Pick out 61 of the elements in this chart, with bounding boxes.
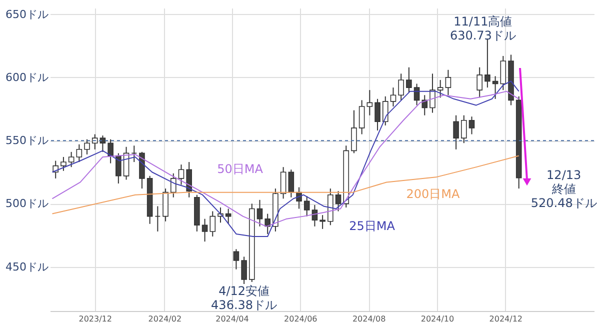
y-tick-label: 600ドル bbox=[6, 70, 48, 84]
annotation: 4/12安値 436.38ドル bbox=[211, 284, 278, 312]
x-tick-label: 2024/02 bbox=[148, 314, 182, 324]
y-tick-label: 500ドル bbox=[6, 197, 48, 210]
candlestick bbox=[241, 256, 247, 285]
candlestick bbox=[170, 172, 176, 198]
annotation: 11/11高値 630.73ドル bbox=[450, 14, 516, 43]
series-label: 200日MA bbox=[406, 187, 461, 201]
candlestick bbox=[484, 38, 490, 88]
x-tick-label: 2024/12 bbox=[489, 314, 523, 324]
annotation: 12/13 終値 520.48ドル bbox=[530, 168, 597, 210]
x-tick-label: 2024/10 bbox=[420, 314, 454, 324]
series-label: 25日MA bbox=[349, 219, 396, 233]
candlestick bbox=[358, 100, 365, 135]
y-tick-label: 650ドル bbox=[6, 8, 48, 21]
candlestick bbox=[68, 151, 74, 168]
candlestick bbox=[100, 135, 106, 152]
candlestick bbox=[288, 169, 294, 198]
line-series bbox=[52, 155, 520, 214]
candlestick bbox=[92, 134, 98, 150]
x-tick-label: 2023/12 bbox=[78, 314, 112, 324]
candlestick bbox=[476, 66, 482, 98]
candlestick bbox=[406, 66, 412, 94]
x-tick-label: 2024/04 bbox=[216, 314, 249, 324]
y-tick-label: 550ドル bbox=[6, 134, 48, 148]
candlestick bbox=[437, 79, 444, 98]
candlestick bbox=[460, 114, 467, 144]
y-tick-label: 450ドル bbox=[6, 260, 48, 274]
candlestick bbox=[500, 55, 506, 91]
candlestick bbox=[202, 218, 208, 242]
candlestick bbox=[453, 114, 459, 150]
candlestick bbox=[430, 73, 436, 114]
candlestick bbox=[468, 116, 475, 135]
candlestick bbox=[131, 145, 138, 163]
candlestick bbox=[320, 214, 326, 230]
candlestick bbox=[264, 213, 270, 234]
candlestick bbox=[154, 206, 161, 232]
candlestick bbox=[178, 164, 184, 186]
candlestick bbox=[445, 69, 452, 96]
candlestick bbox=[108, 138, 114, 164]
candlestick bbox=[304, 196, 310, 217]
candlestick bbox=[162, 188, 168, 222]
candlestick bbox=[351, 110, 357, 154]
candlestick bbox=[84, 138, 90, 155]
candlestick bbox=[116, 152, 122, 184]
x-tick-label: 2024/06 bbox=[284, 314, 318, 324]
candlestick bbox=[233, 248, 240, 270]
candlestick bbox=[374, 98, 380, 131]
candlestick bbox=[256, 199, 263, 227]
candlestick bbox=[366, 90, 373, 116]
candlestick bbox=[382, 96, 388, 126]
candlestick bbox=[186, 162, 192, 198]
candlestick bbox=[210, 210, 216, 238]
candlestick bbox=[390, 87, 396, 107]
candlestick bbox=[76, 144, 82, 163]
series-label: 50日MA bbox=[217, 162, 264, 176]
candlestick bbox=[280, 166, 286, 200]
candlestick bbox=[335, 190, 342, 212]
candlestick bbox=[398, 73, 404, 101]
x-tick-label: 2024/08 bbox=[352, 314, 386, 324]
candlestick bbox=[60, 156, 66, 172]
